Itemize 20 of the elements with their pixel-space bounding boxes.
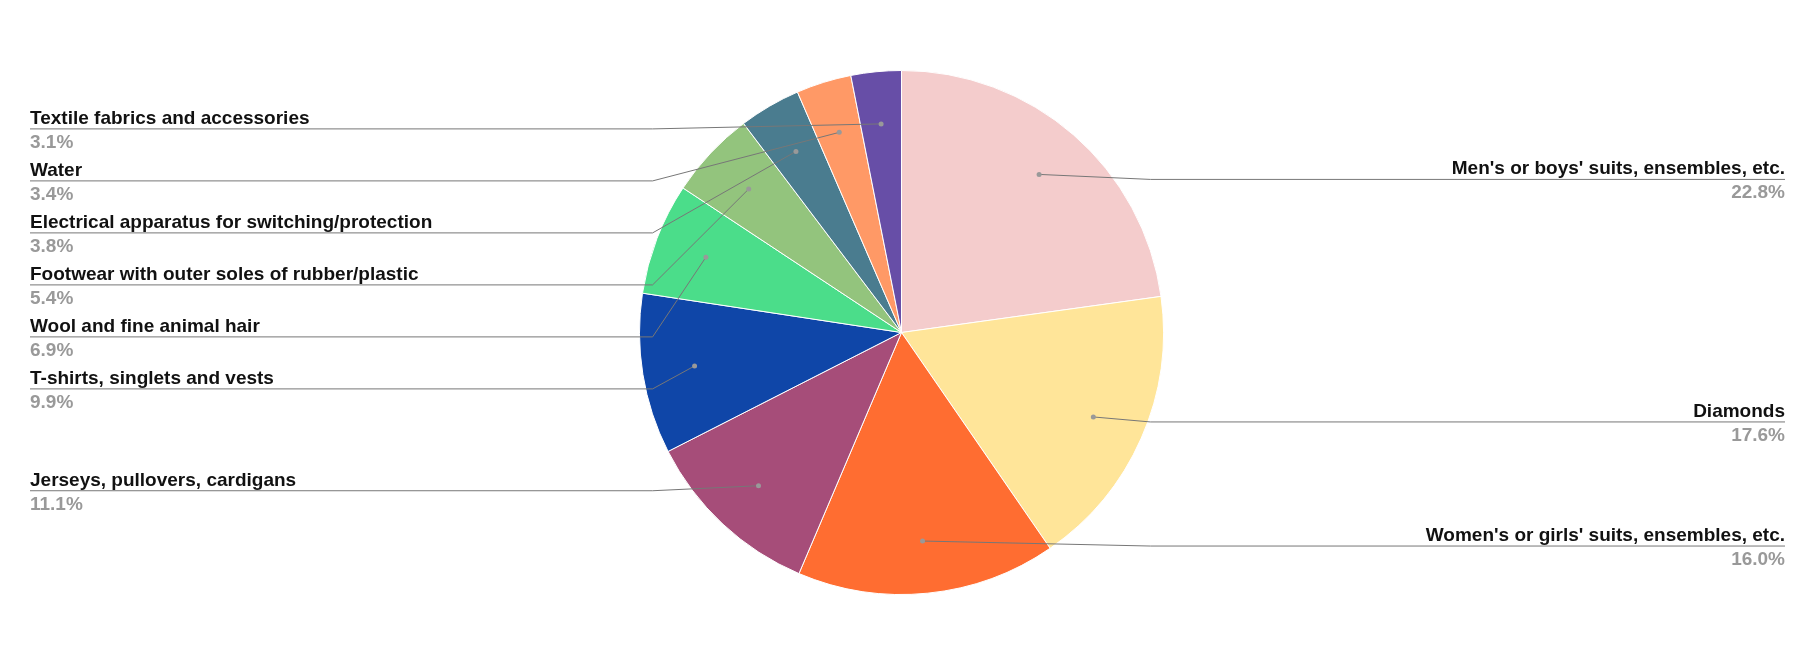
slice-label: Men's or boys' suits, ensembles, etc.: [1451, 157, 1785, 179]
data-label: 3.1%: [30, 130, 74, 152]
data-label: 3.8%: [30, 234, 74, 256]
data-label: 9.9%: [30, 390, 74, 412]
slice-label: Water: [30, 158, 83, 180]
slice-label: Footwear with outer soles of rubber/plastic: [30, 262, 419, 284]
slice-label: Textile fabrics and accessories: [30, 106, 310, 128]
data-label: 22.8%: [1731, 181, 1786, 203]
slice-label: T-shirts, singlets and vests: [30, 366, 274, 388]
slice-label: Electrical apparatus for switching/protection: [30, 210, 433, 232]
slice-label: Diamonds: [1693, 399, 1785, 421]
data-label: 5.4%: [30, 286, 74, 308]
data-label: 17.6%: [1731, 423, 1786, 445]
data-label: 6.9%: [30, 338, 74, 360]
slice-label: Wool and fine animal hair: [30, 314, 261, 336]
data-label: 16.0%: [1731, 548, 1786, 570]
slice-label: Jerseys, pullovers, cardigans: [30, 468, 297, 490]
data-label: 11.1%: [30, 492, 83, 514]
data-label: 3.4%: [30, 182, 74, 204]
slice-label: Women's or girls' suits, ensembles, etc.: [1425, 524, 1785, 546]
